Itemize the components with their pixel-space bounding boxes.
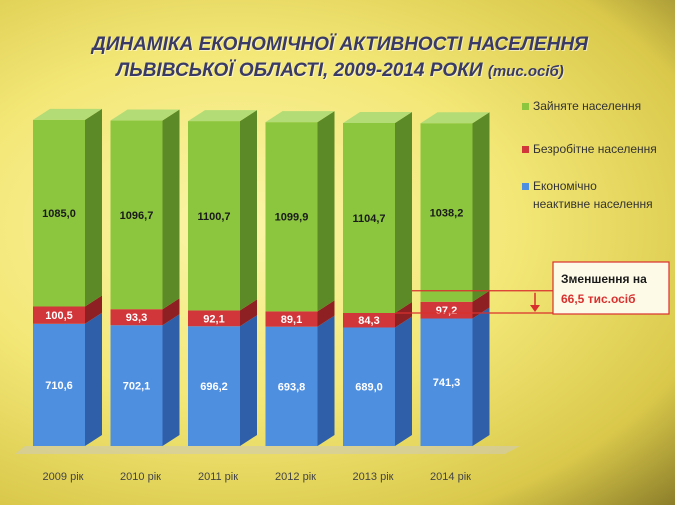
- bar-employed-1: [110, 120, 163, 310]
- bar-unemployed-1: [110, 309, 163, 326]
- bar-side-0-4: [395, 316, 412, 446]
- bar-employed-0: [33, 119, 85, 307]
- bar-unemployed-0: [33, 306, 85, 324]
- chart-title: ДИНАМІКА ЕКОНОМІЧНОЇ АКТИВНОСТІ НАСЕЛЕНН…: [40, 32, 640, 85]
- bar-top-4: [343, 111, 412, 123]
- title-line-2: ЛЬВІВСЬКОЇ ОБЛАСТІ, 2009-2014 РОКИ (тис.…: [40, 58, 640, 85]
- bar-inactive-0: [33, 323, 85, 446]
- bar-inactive-2: [188, 326, 240, 446]
- bar-top-0: [33, 108, 102, 120]
- bar-value-label: 741,3: [433, 377, 461, 389]
- bar-value-label: 693,8: [278, 381, 306, 393]
- bar-top-2: [188, 110, 257, 122]
- legend-label: неактивне населення: [533, 197, 653, 211]
- title-unit: (тис.осіб): [487, 63, 564, 80]
- x-tick-label: 2010 рік: [120, 471, 161, 483]
- x-tick-label: 2012 рік: [275, 471, 316, 483]
- bar-value-label: 1100,7: [197, 211, 230, 223]
- bar-value-label: 1038,2: [430, 207, 464, 219]
- bar-value-label: 689,0: [355, 382, 383, 394]
- bar-side-2-3: [317, 111, 335, 312]
- annotation-text-line2: 66,5 тис.осіб: [561, 292, 636, 306]
- bar-value-label: 1096,7: [120, 210, 154, 222]
- bar-inactive-4: [343, 327, 395, 446]
- bar-unemployed-2: [188, 310, 240, 327]
- bar-side-1-3: [317, 300, 335, 327]
- x-tick-label: 2014 рік: [430, 471, 471, 483]
- bar-side-2-2: [240, 110, 257, 311]
- legend-label: Безробітне населення: [533, 142, 657, 156]
- bar-side-0-1: [162, 314, 180, 446]
- bar-side-1-1: [162, 298, 180, 326]
- bar-top-5: [420, 112, 490, 124]
- bar-value-label: 100,5: [45, 310, 73, 322]
- legend-swatch: [522, 146, 529, 153]
- bar-inactive-5: [420, 318, 473, 446]
- bar-inactive-3: [265, 326, 318, 446]
- legend-label: Економічно: [533, 179, 597, 193]
- bar-side-1-4: [395, 301, 412, 328]
- bar-unemployed-5: [420, 301, 473, 319]
- title-line-1: ДИНАМІКА ЕКОНОМІЧНОЇ АКТИВНОСТІ НАСЕЛЕНН…: [91, 34, 589, 55]
- chart-floor: [15, 446, 520, 454]
- x-tick-label: 2009 рік: [43, 471, 84, 483]
- bar-side-0-0: [85, 312, 102, 446]
- legend-swatch: [522, 103, 529, 110]
- bar-side-0-5: [472, 307, 490, 446]
- annotation-box: [552, 261, 670, 315]
- bar-side-2-4: [395, 111, 412, 313]
- bar-employed-2: [188, 121, 240, 311]
- legend-label: Зайняте населення: [533, 99, 641, 113]
- bar-value-label: 710,6: [45, 380, 73, 392]
- bar-value-label: 696,2: [200, 381, 228, 393]
- bar-side-2-0: [85, 108, 102, 307]
- bar-employed-3: [265, 122, 318, 312]
- bar-value-label: 1085,0: [42, 208, 76, 220]
- bar-side-2-5: [472, 112, 490, 302]
- bar-side-2-1: [162, 109, 180, 310]
- x-tick-label: 2013 рік: [353, 471, 394, 483]
- annotation-arrow-head: [530, 304, 540, 312]
- legend-swatch: [522, 183, 529, 190]
- bar-value-label: 97,2: [436, 305, 457, 317]
- bar-value-label: 1104,7: [352, 213, 385, 225]
- bar-side-1-5: [472, 290, 490, 319]
- bar-value-label: 93,3: [126, 312, 147, 324]
- bar-top-3: [265, 111, 335, 123]
- bar-value-label: 92,1: [203, 313, 224, 325]
- bar-unemployed-3: [265, 311, 318, 327]
- bar-value-label: 84,3: [358, 315, 379, 327]
- bar-value-label: 702,1: [123, 381, 151, 393]
- bar-inactive-1: [110, 325, 163, 446]
- bar-employed-5: [420, 123, 473, 302]
- bar-top-1: [110, 109, 180, 121]
- x-tick-label: 2011 рік: [198, 471, 238, 483]
- bar-side-1-2: [240, 299, 257, 327]
- bar-side-0-3: [317, 315, 335, 446]
- bar-side-0-2: [240, 315, 257, 446]
- bar-value-label: 1099,9: [275, 212, 309, 224]
- bar-unemployed-4: [343, 312, 395, 328]
- annotation-text-line1: Зменшення на: [561, 272, 647, 286]
- bar-side-1-0: [85, 295, 102, 324]
- bar-employed-4: [343, 122, 395, 313]
- bar-value-label: 89,1: [281, 314, 302, 326]
- title-line-2-text: ЛЬВІВСЬКОЇ ОБЛАСТІ, 2009-2014 РОКИ: [116, 60, 483, 81]
